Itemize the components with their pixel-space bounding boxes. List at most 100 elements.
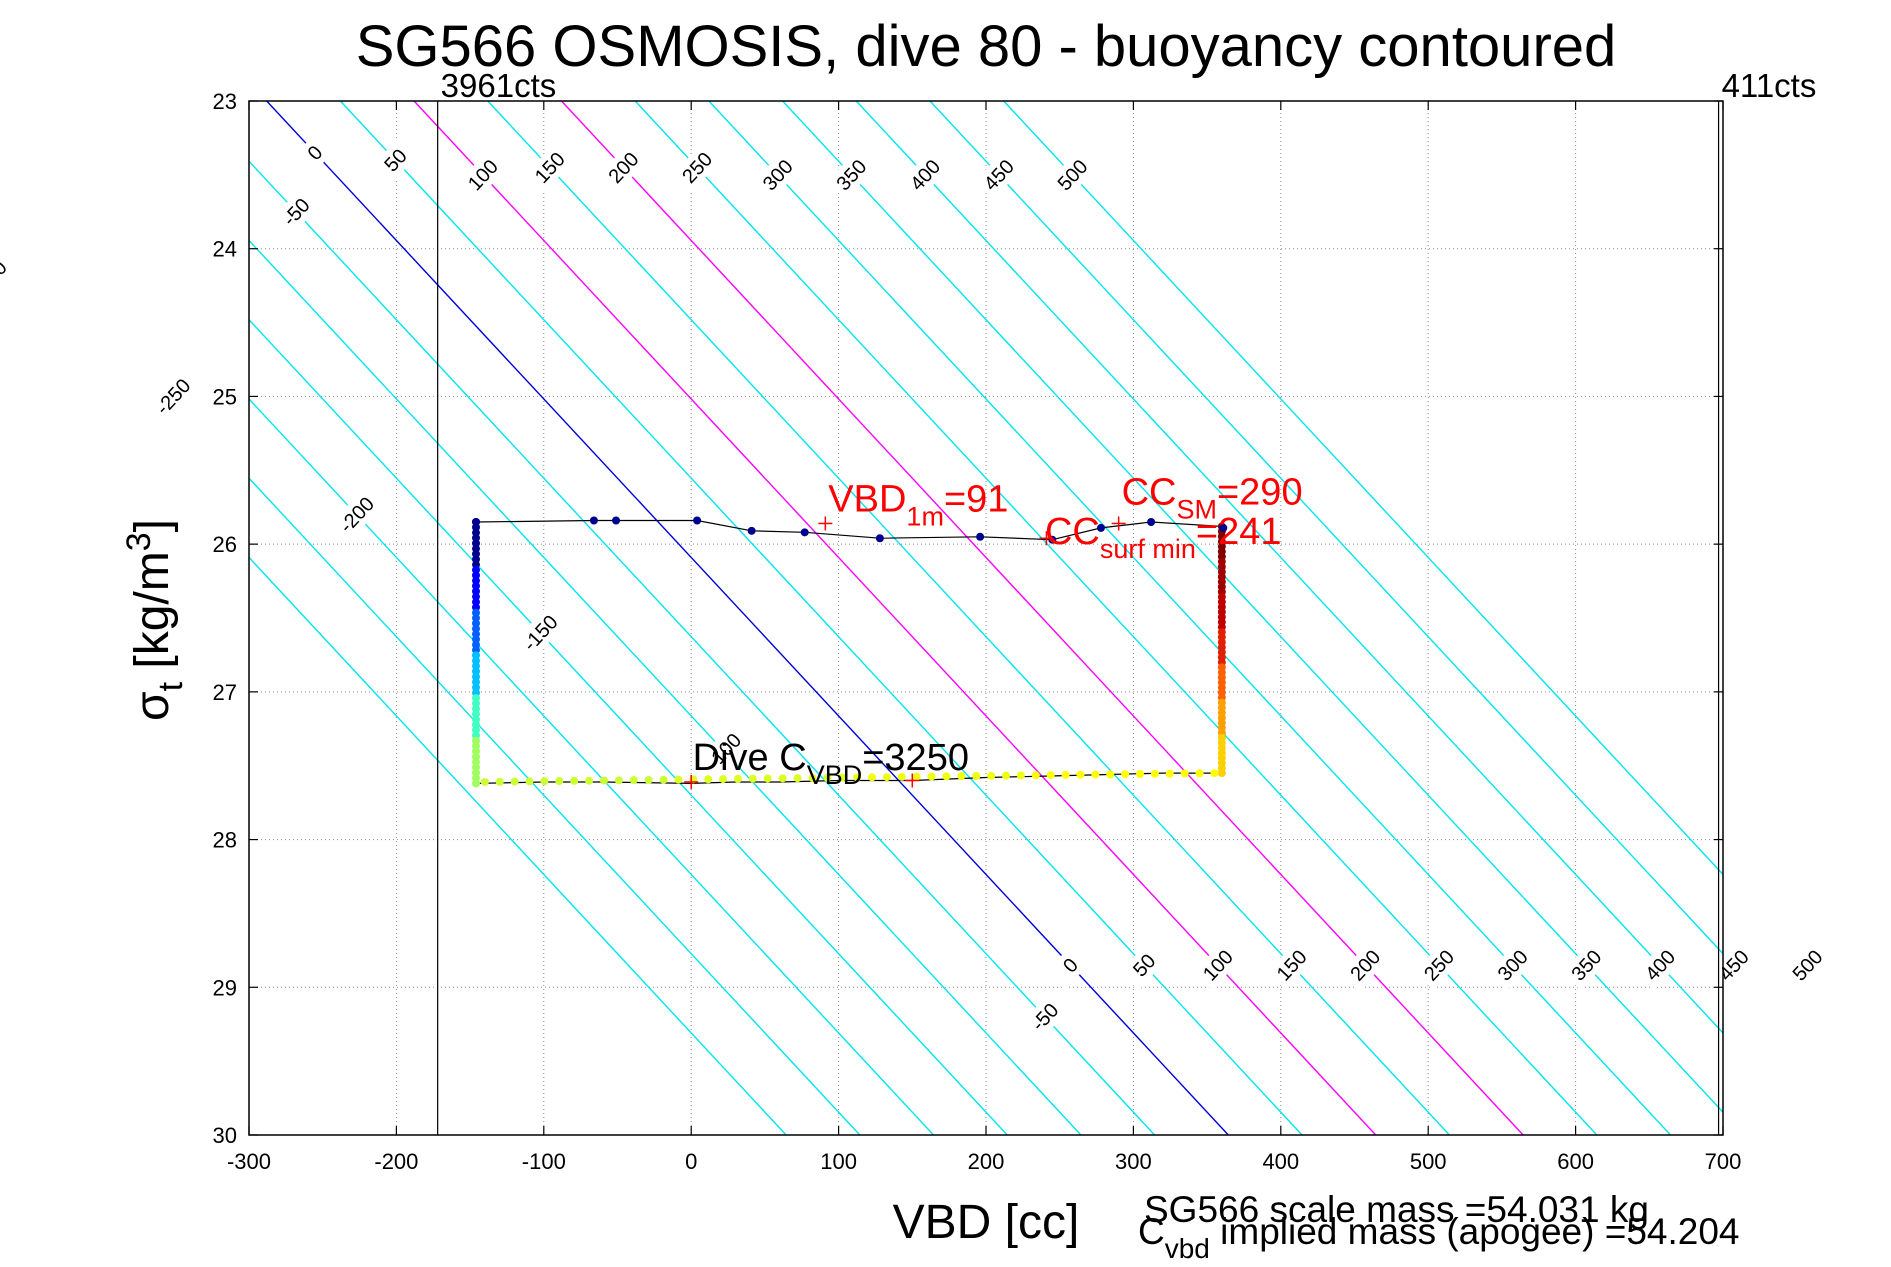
x-tick-label: 300 [1115, 1149, 1152, 1174]
data-point [495, 777, 504, 786]
implied-mass-note: Cvbd implied mass (apogee) =54.204 [1138, 1211, 1740, 1262]
y-tick-label: 23 [213, 89, 237, 114]
x-tick-label: -200 [374, 1149, 418, 1174]
data-point [599, 776, 608, 785]
contour-label-bg [148, 371, 198, 422]
contour-line [249, 556, 787, 1135]
data-point [1136, 770, 1145, 779]
y-axis-label-units-pre: [kg/m [126, 551, 179, 682]
data-point [1121, 770, 1130, 779]
y-tick-label: 30 [213, 1123, 237, 1148]
data-point [1091, 770, 1100, 779]
data-point [987, 771, 996, 780]
data-point [659, 775, 668, 784]
data-point [1147, 517, 1156, 526]
x-tick-label: 500 [1410, 1149, 1447, 1174]
contour-line [413, 101, 1377, 1135]
data-point [612, 516, 621, 525]
cc-sm-annotation-part: SM [1176, 494, 1217, 524]
cc-surf-min-annotation-part: surf min [1100, 534, 1196, 564]
x-tick-label: 700 [1705, 1149, 1742, 1174]
contour-label-bg [458, 149, 508, 200]
contour-line [249, 397, 935, 1135]
contour-label-bg [672, 142, 722, 193]
count-lines: 3961cts 411cts [437, 67, 1816, 1135]
data-point [976, 532, 985, 541]
data-point [674, 775, 683, 784]
count-line-label: 3961cts [441, 67, 557, 104]
data-point [800, 528, 809, 537]
data-point [540, 777, 549, 786]
contour-label-bg [900, 149, 950, 200]
cc-surf-min-annotation: CCsurf min=241 [1045, 511, 1282, 564]
contour-line [708, 101, 1672, 1135]
y-axis-label-sub: t [152, 681, 190, 691]
cc-sm-annotation-part: CC [1122, 471, 1177, 513]
contour-labels: -300-250-200-150-100-5005010015020025030… [0, 127, 1832, 1042]
contour-line [249, 239, 1082, 1135]
implied-mass-sub: vbd [1165, 1233, 1210, 1262]
x-tick-label: 200 [968, 1149, 1005, 1174]
markers [684, 516, 1126, 789]
cc-surf-min-annotation-part: CC [1045, 511, 1100, 553]
contour-label-bg [332, 489, 382, 540]
data-point [748, 774, 757, 783]
contour-label-bg [1561, 940, 1611, 991]
data-point [510, 777, 519, 786]
contour-label-bg [1488, 940, 1538, 991]
contour-label-bg [290, 127, 340, 178]
contour-label-bg [525, 142, 575, 193]
contour-line [782, 101, 1723, 1114]
dive-cvbd-annotation-part: VBD [807, 760, 863, 790]
contour-label-bg [1193, 940, 1243, 991]
data-point [778, 774, 787, 783]
data-point [1195, 769, 1204, 778]
contour-label-bg [753, 149, 803, 200]
data-point [763, 774, 772, 783]
data-point [867, 773, 876, 782]
data-point [972, 771, 981, 780]
dive-cvbd-annotation-part: =3250 [862, 737, 969, 779]
contour-line [487, 101, 1450, 1135]
data-point [704, 775, 713, 784]
data-point [838, 773, 847, 782]
data-point [853, 773, 862, 782]
x-tick-label: 400 [1262, 1149, 1299, 1174]
vbd-1m-annotation-part: VBD [828, 479, 906, 521]
data-point [897, 772, 906, 781]
data-point [875, 534, 884, 543]
y-tick-label: 29 [213, 975, 237, 1000]
data-point [1219, 523, 1228, 532]
x-tick-label: -100 [522, 1149, 566, 1174]
data-point [589, 516, 598, 525]
data-point [942, 772, 951, 781]
data-point [1061, 770, 1070, 779]
data-point [823, 773, 832, 782]
y-tick-label: 27 [213, 680, 237, 705]
scale-mass-note: SG566 scale mass =54.031 kg [1144, 1189, 1649, 1230]
contour-line [266, 101, 1229, 1135]
contour-label-bg [1635, 940, 1685, 991]
data-point [1165, 769, 1174, 778]
data-point [555, 777, 564, 786]
contour-line [560, 101, 1524, 1135]
y-axis-label-units-post: ] [126, 519, 179, 532]
contour-label-bg [1782, 940, 1832, 991]
data-point [1180, 769, 1189, 778]
contour-line [1003, 101, 1723, 876]
implied-mass-rest: implied mass (apogee) =54.204 [1210, 1211, 1740, 1252]
data-point [1016, 771, 1025, 780]
contour-line [929, 101, 1723, 955]
vbd-1m-annotation: VBD1m=91 [828, 479, 1008, 532]
y-axis-label: σt [kg/m3] [120, 519, 190, 721]
contour-label-bg [826, 149, 876, 200]
data-point [585, 776, 594, 785]
buoyancy-contours [249, 101, 1723, 1135]
dive-cvbd-annotation: Dive CVBD=3250 [693, 737, 969, 790]
cc-sm-annotation: CCSM=290 [1122, 471, 1303, 524]
contour-label-bg [974, 149, 1024, 200]
cc-sm-annotation-part: =290 [1217, 471, 1303, 513]
data-point [733, 774, 742, 783]
